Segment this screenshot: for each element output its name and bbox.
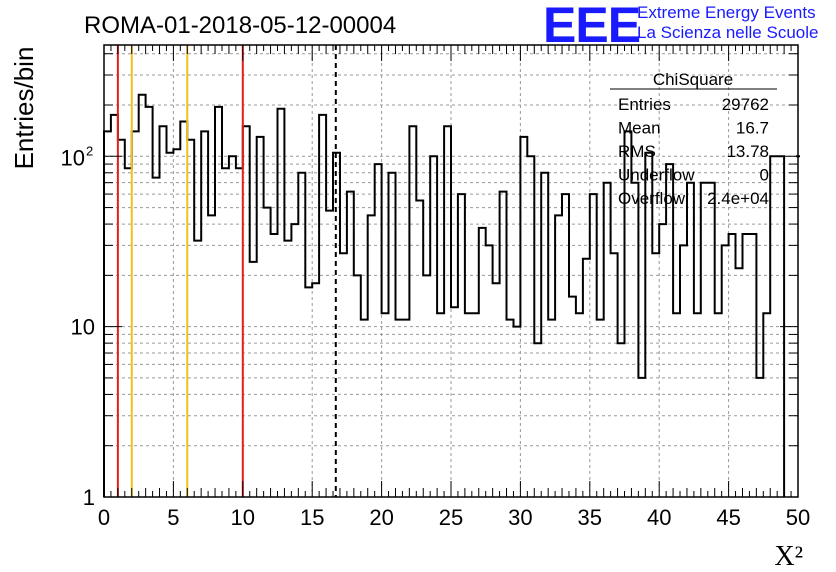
logo-line-1: Extreme Energy Events (637, 3, 816, 22)
x-tick-label: 35 (578, 505, 602, 530)
x-tick-label: 30 (508, 505, 532, 530)
stats-row-value: 29762 (722, 95, 769, 114)
x-tick-label: 15 (300, 505, 324, 530)
stats-row-value: 13.78 (726, 142, 769, 161)
stats-box: ChiSquare Entries 29762 Mean 16.7 RMS 13.78 Un… (610, 70, 777, 208)
stats-row-label: Underflow (618, 166, 695, 185)
x-axis-label: X² (774, 541, 803, 572)
x-tick-label: 0 (98, 505, 110, 530)
stats-row-value: 2.4e+04 (707, 189, 769, 208)
x-tick-label: 5 (167, 505, 179, 530)
logo-line-2: La Scienza nelle Scuole (637, 23, 819, 42)
stats-row-label: Entries (618, 95, 671, 114)
x-tick-label: 40 (647, 505, 671, 530)
y-tick-label-exponent: 2 (86, 143, 93, 158)
axis-ticks (103, 45, 799, 498)
stats-row-value: 16.7 (736, 119, 769, 138)
stats-row-label: Mean (618, 119, 661, 138)
histogram (103, 93, 800, 497)
x-tick-label: 10 (231, 505, 255, 530)
stats-row-value: 0 (760, 166, 769, 185)
x-tick-label: 25 (439, 505, 463, 530)
chart-title: ROMA-01-2018-05-12-00004 (84, 12, 396, 39)
x-tick-label: 20 (369, 505, 393, 530)
y-tick-label: 1 (83, 485, 95, 510)
histogram-outline (103, 93, 786, 497)
eee-logo: EEE (543, 0, 641, 53)
x-tick-label: 50 (786, 505, 810, 530)
x-tick-label: 45 (716, 505, 740, 530)
stats-row-label: RMS (618, 142, 656, 161)
y-axis-label: Entries/bin (9, 47, 39, 170)
stats-row-label: Overflow (618, 189, 686, 208)
y-tick-label: 10 (71, 315, 95, 340)
y-tick-label: 10 (61, 145, 85, 170)
marker-lines (116, 45, 337, 497)
grid-lines (104, 45, 798, 497)
stats-title: ChiSquare (653, 70, 733, 89)
